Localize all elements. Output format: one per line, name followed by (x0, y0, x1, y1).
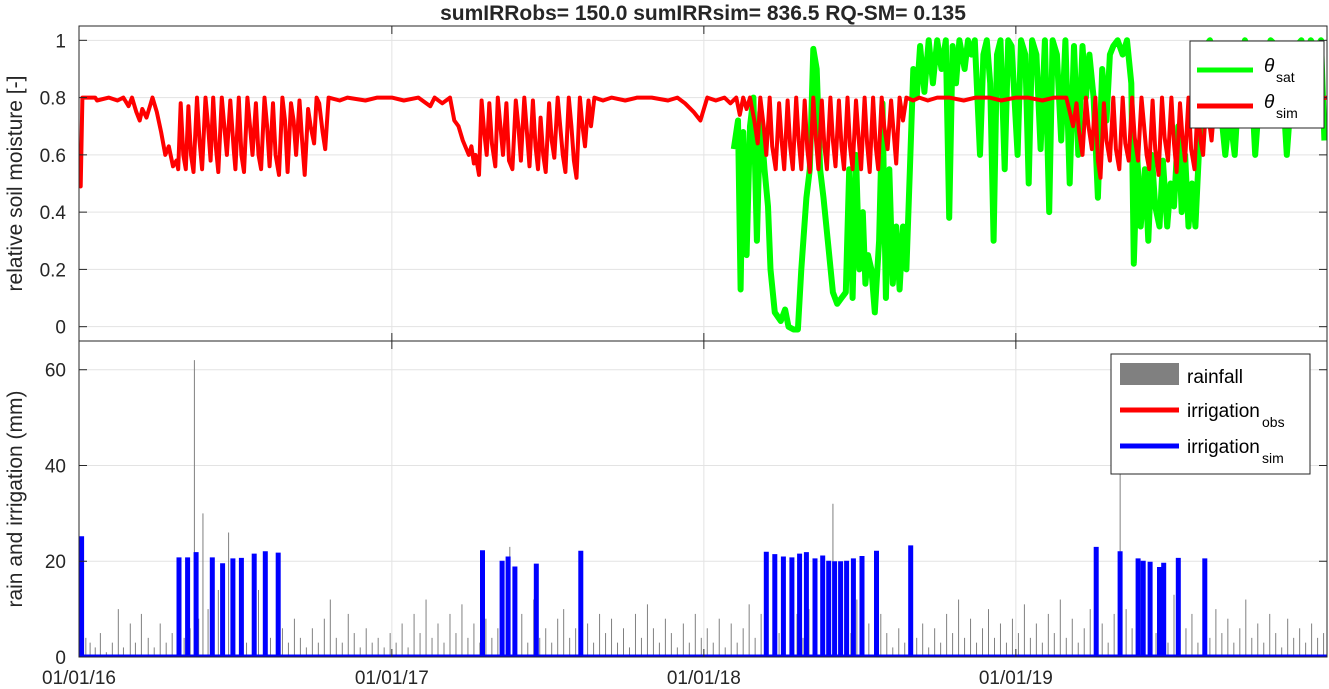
y-tick-label: 0 (55, 318, 66, 339)
y-tick-label: 0.4 (40, 203, 67, 224)
y-tick-label: 1 (55, 31, 66, 52)
y-tick-label: 0.2 (40, 260, 66, 281)
legend-swatch (1120, 363, 1179, 385)
x-tick-label: 01/01/19 (979, 668, 1053, 689)
legend-label: irrigation (1187, 437, 1260, 458)
legend-label: rainfall (1187, 367, 1243, 388)
y-tick-label: 20 (45, 552, 66, 573)
legend-label: irrigation (1187, 401, 1260, 422)
y-tick-label: 40 (45, 456, 66, 477)
x-tick-label: 01/01/16 (42, 668, 116, 689)
legend-subscript: sat (1276, 69, 1295, 85)
rain-irrigation-axes: 0 20 40 60 01/01/16 01/01/17 01/01/18 01/01/19 r… (4, 340, 1328, 689)
x-tick-label: 01/01/18 (667, 668, 741, 689)
legend-subscript: sim (1276, 105, 1298, 121)
y-axis-label: rain and irrigation (mm) (4, 390, 27, 607)
legend-subscript: sim (1262, 450, 1284, 466)
legend-label: θ (1264, 56, 1275, 77)
y-tick-label: 0.6 (40, 146, 66, 167)
plot-area (79, 26, 1327, 341)
soil-moisture-axes: 0 0.2 0.4 0.6 0.8 1 relative soil moisture [-]… (4, 25, 1328, 342)
y-tick-label: 60 (45, 361, 66, 382)
chart-title: sumIRRobs= 150.0 sumIRRsim= 836.5 RQ-SM=… (440, 2, 966, 25)
legend-box (1189, 40, 1325, 129)
y-tick-label: 0 (55, 648, 66, 669)
series-line-theta_sim (79, 95, 1327, 189)
y-tick-label: 0.8 (40, 89, 66, 110)
legend-subscript: obs (1262, 414, 1285, 430)
x-tick-label: 01/01/17 (355, 668, 429, 689)
axes-box (78, 340, 1328, 658)
legend-label: θ (1264, 92, 1275, 113)
y-axis-label: relative soil moisture [-] (4, 76, 27, 292)
data-layer (79, 360, 1327, 657)
